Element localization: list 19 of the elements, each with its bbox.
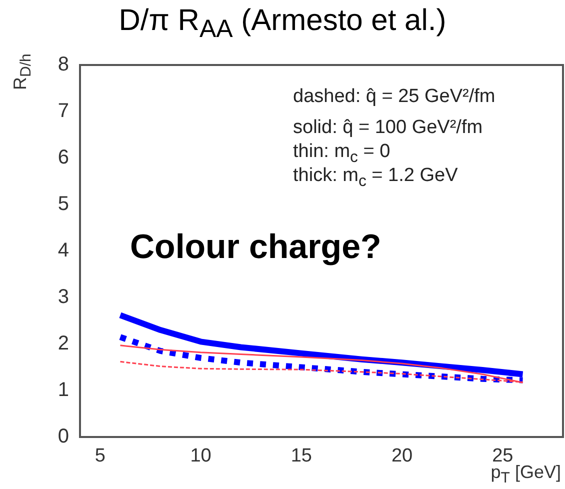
x-tick-label: 15 [290, 446, 312, 467]
annotation: thin: m$_{c}$ = 0 [293, 141, 390, 167]
y-tick-label: 3 [58, 286, 69, 308]
annotation: dashed: q̂ = 25 GeV²/fm [293, 86, 496, 108]
y-tick-label: 6 [58, 146, 69, 169]
x-tick-label: 5 [94, 446, 106, 467]
y-tick-label: 4 [58, 240, 69, 262]
y-tick-label: 8 [58, 54, 69, 76]
y-tick-label: 1 [58, 379, 69, 402]
y-tick-label: 0 [58, 426, 69, 448]
annotation: solid: q̂ = 100 GeV²/fm [293, 117, 483, 139]
y-tick-label: 2 [58, 332, 69, 355]
y-tick-label: 7 [58, 100, 69, 122]
chart-title: D/π R$_{AA}$ (Armesto et al.) [118, 4, 448, 44]
annotation: Colour charge? [130, 228, 382, 267]
x-tick-label: 20 [391, 446, 413, 467]
y-tick-label: 5 [58, 193, 69, 216]
x-tick-label: 10 [190, 446, 212, 467]
annotation: thick: m$_{c}$ = 1.2 GeV [293, 165, 458, 191]
